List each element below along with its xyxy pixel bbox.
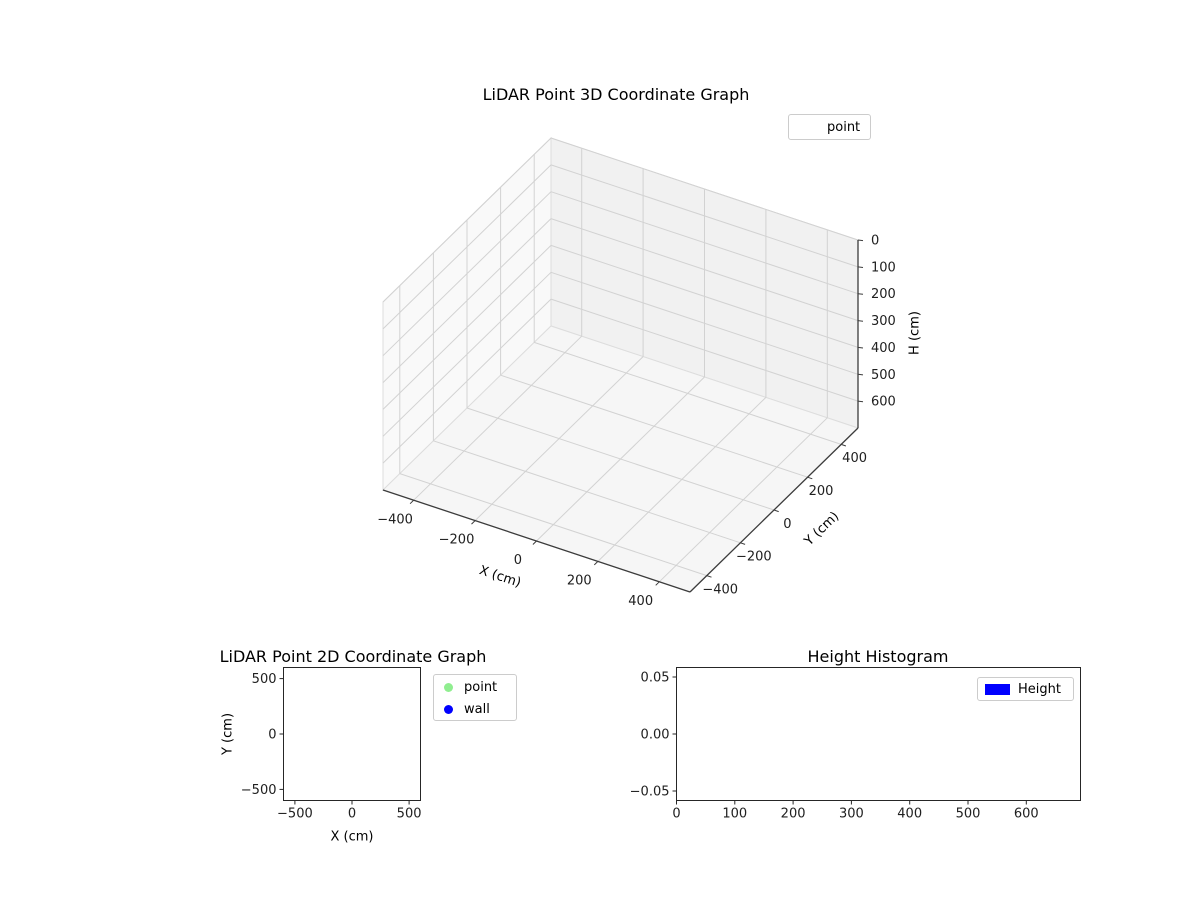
- x-tick-label: −400: [377, 512, 413, 527]
- grid-line-z: [382, 164, 552, 330]
- z-tick: [857, 346, 864, 349]
- y-tick-label: 500: [252, 672, 277, 687]
- grid-line-z: [382, 298, 552, 464]
- grid-line-x: [413, 335, 583, 501]
- grid-line-z: [550, 271, 859, 375]
- grid-line-z: [382, 218, 552, 383]
- histogram-legend: Height: [977, 677, 1074, 701]
- z-tick-label: 0: [871, 234, 879, 249]
- y-tick-label: −500: [241, 783, 277, 798]
- grid-line-z: [382, 191, 552, 357]
- y-tick-label: 400: [842, 451, 867, 466]
- z-tick: [857, 400, 864, 403]
- grid-line-x: [597, 397, 767, 562]
- z-tick: [857, 373, 864, 376]
- grid-line-z: [550, 298, 859, 402]
- grid-line-x: [536, 376, 705, 542]
- x-tick-label: 0: [348, 807, 356, 822]
- x-tick-label: 400: [628, 594, 653, 609]
- histogram-title: Height Histogram: [807, 647, 949, 666]
- z-tick-label: 400: [871, 341, 896, 356]
- grid-line-z: [382, 271, 552, 437]
- y-tick-label: 0.05: [641, 671, 670, 686]
- grid-line-z: [550, 191, 859, 295]
- grid-line-z: [550, 218, 859, 322]
- x-tick-label: 0: [672, 807, 680, 822]
- x-tick-label: −500: [277, 807, 313, 822]
- point-marker-icon: [797, 123, 817, 132]
- z-tick-label: 500: [871, 368, 896, 383]
- z-tick: [857, 320, 864, 322]
- y-tick-label: 200: [809, 484, 834, 499]
- x-tick-label: 200: [567, 574, 592, 589]
- y-tick: [841, 443, 847, 447]
- plot2d-legend-label-wall: wall: [464, 701, 490, 717]
- histogram-legend-label-height: Height: [1018, 682, 1061, 697]
- x-tick-label: 500: [956, 807, 981, 822]
- plot2d-legend-item-wall: wall: [434, 698, 516, 720]
- wall-marker-icon: [444, 704, 453, 714]
- plot2d-legend-item-point: point: [434, 676, 516, 698]
- z-tick-label: 100: [871, 260, 896, 275]
- y-tick: [807, 476, 813, 480]
- z-tick-label: 300: [871, 314, 896, 329]
- x-tick: [655, 581, 660, 586]
- plot3d-title: LiDAR Point 3D Coordinate Graph: [482, 85, 750, 104]
- y-tick: [706, 575, 712, 578]
- y-tick-label: −200: [736, 550, 772, 565]
- grid-line-z: [550, 137, 859, 241]
- y-tick-label: 0: [268, 728, 276, 743]
- x-tick: [532, 540, 537, 545]
- plot3d-zlabel: H (cm): [907, 311, 923, 355]
- axes2d-frame: [283, 667, 421, 801]
- point-marker-icon: [444, 682, 453, 692]
- plot2d-legend: point wall: [433, 674, 517, 721]
- plot2d-xlabel: X (cm): [330, 829, 374, 845]
- z-tick: [857, 266, 864, 268]
- plot3d-legend-item-point: point: [789, 116, 870, 138]
- height-swatch-icon: [985, 684, 1010, 695]
- x-tick: [409, 499, 415, 505]
- grid-line-z: [550, 164, 859, 268]
- plot2d-ylabel: Y (cm): [220, 712, 236, 756]
- x-tick-label: 600: [1014, 807, 1039, 822]
- x-tick-label: 300: [839, 807, 864, 822]
- z-tick: [857, 239, 864, 242]
- grid-line-z: [550, 244, 859, 348]
- y-tick: [773, 509, 779, 513]
- histogram-legend-item-height: Height: [978, 679, 1073, 700]
- x-tick: [593, 561, 599, 566]
- x-tick-label: 400: [897, 807, 922, 822]
- x-tick-label: 200: [781, 807, 806, 822]
- plot3d-legend: point: [788, 114, 871, 140]
- x-tick-label: 0: [514, 553, 522, 568]
- x-tick-label: 500: [397, 807, 422, 822]
- y-tick-label: −0.05: [630, 785, 670, 800]
- y-tick: [740, 542, 746, 545]
- grid-line-z: [382, 245, 552, 410]
- plot2d-legend-label-point: point: [464, 679, 498, 695]
- x-tick-label: −200: [439, 533, 475, 548]
- plot3d-legend-label-point: point: [827, 119, 861, 135]
- z-tick-label: 200: [871, 287, 896, 302]
- grid-line-x: [658, 417, 828, 583]
- grid-line-z: [382, 137, 552, 303]
- plot2d-title: LiDAR Point 2D Coordinate Graph: [219, 647, 487, 666]
- y-tick-label: 0: [783, 517, 791, 532]
- y-tick-label: −400: [702, 582, 738, 597]
- x-tick-label: 100: [722, 807, 747, 822]
- x-tick: [471, 520, 476, 525]
- grid-line-x: [474, 356, 644, 521]
- z-tick: [857, 293, 864, 295]
- y-tick-label: 0.00: [641, 728, 670, 743]
- z-tick-label: 600: [871, 395, 896, 410]
